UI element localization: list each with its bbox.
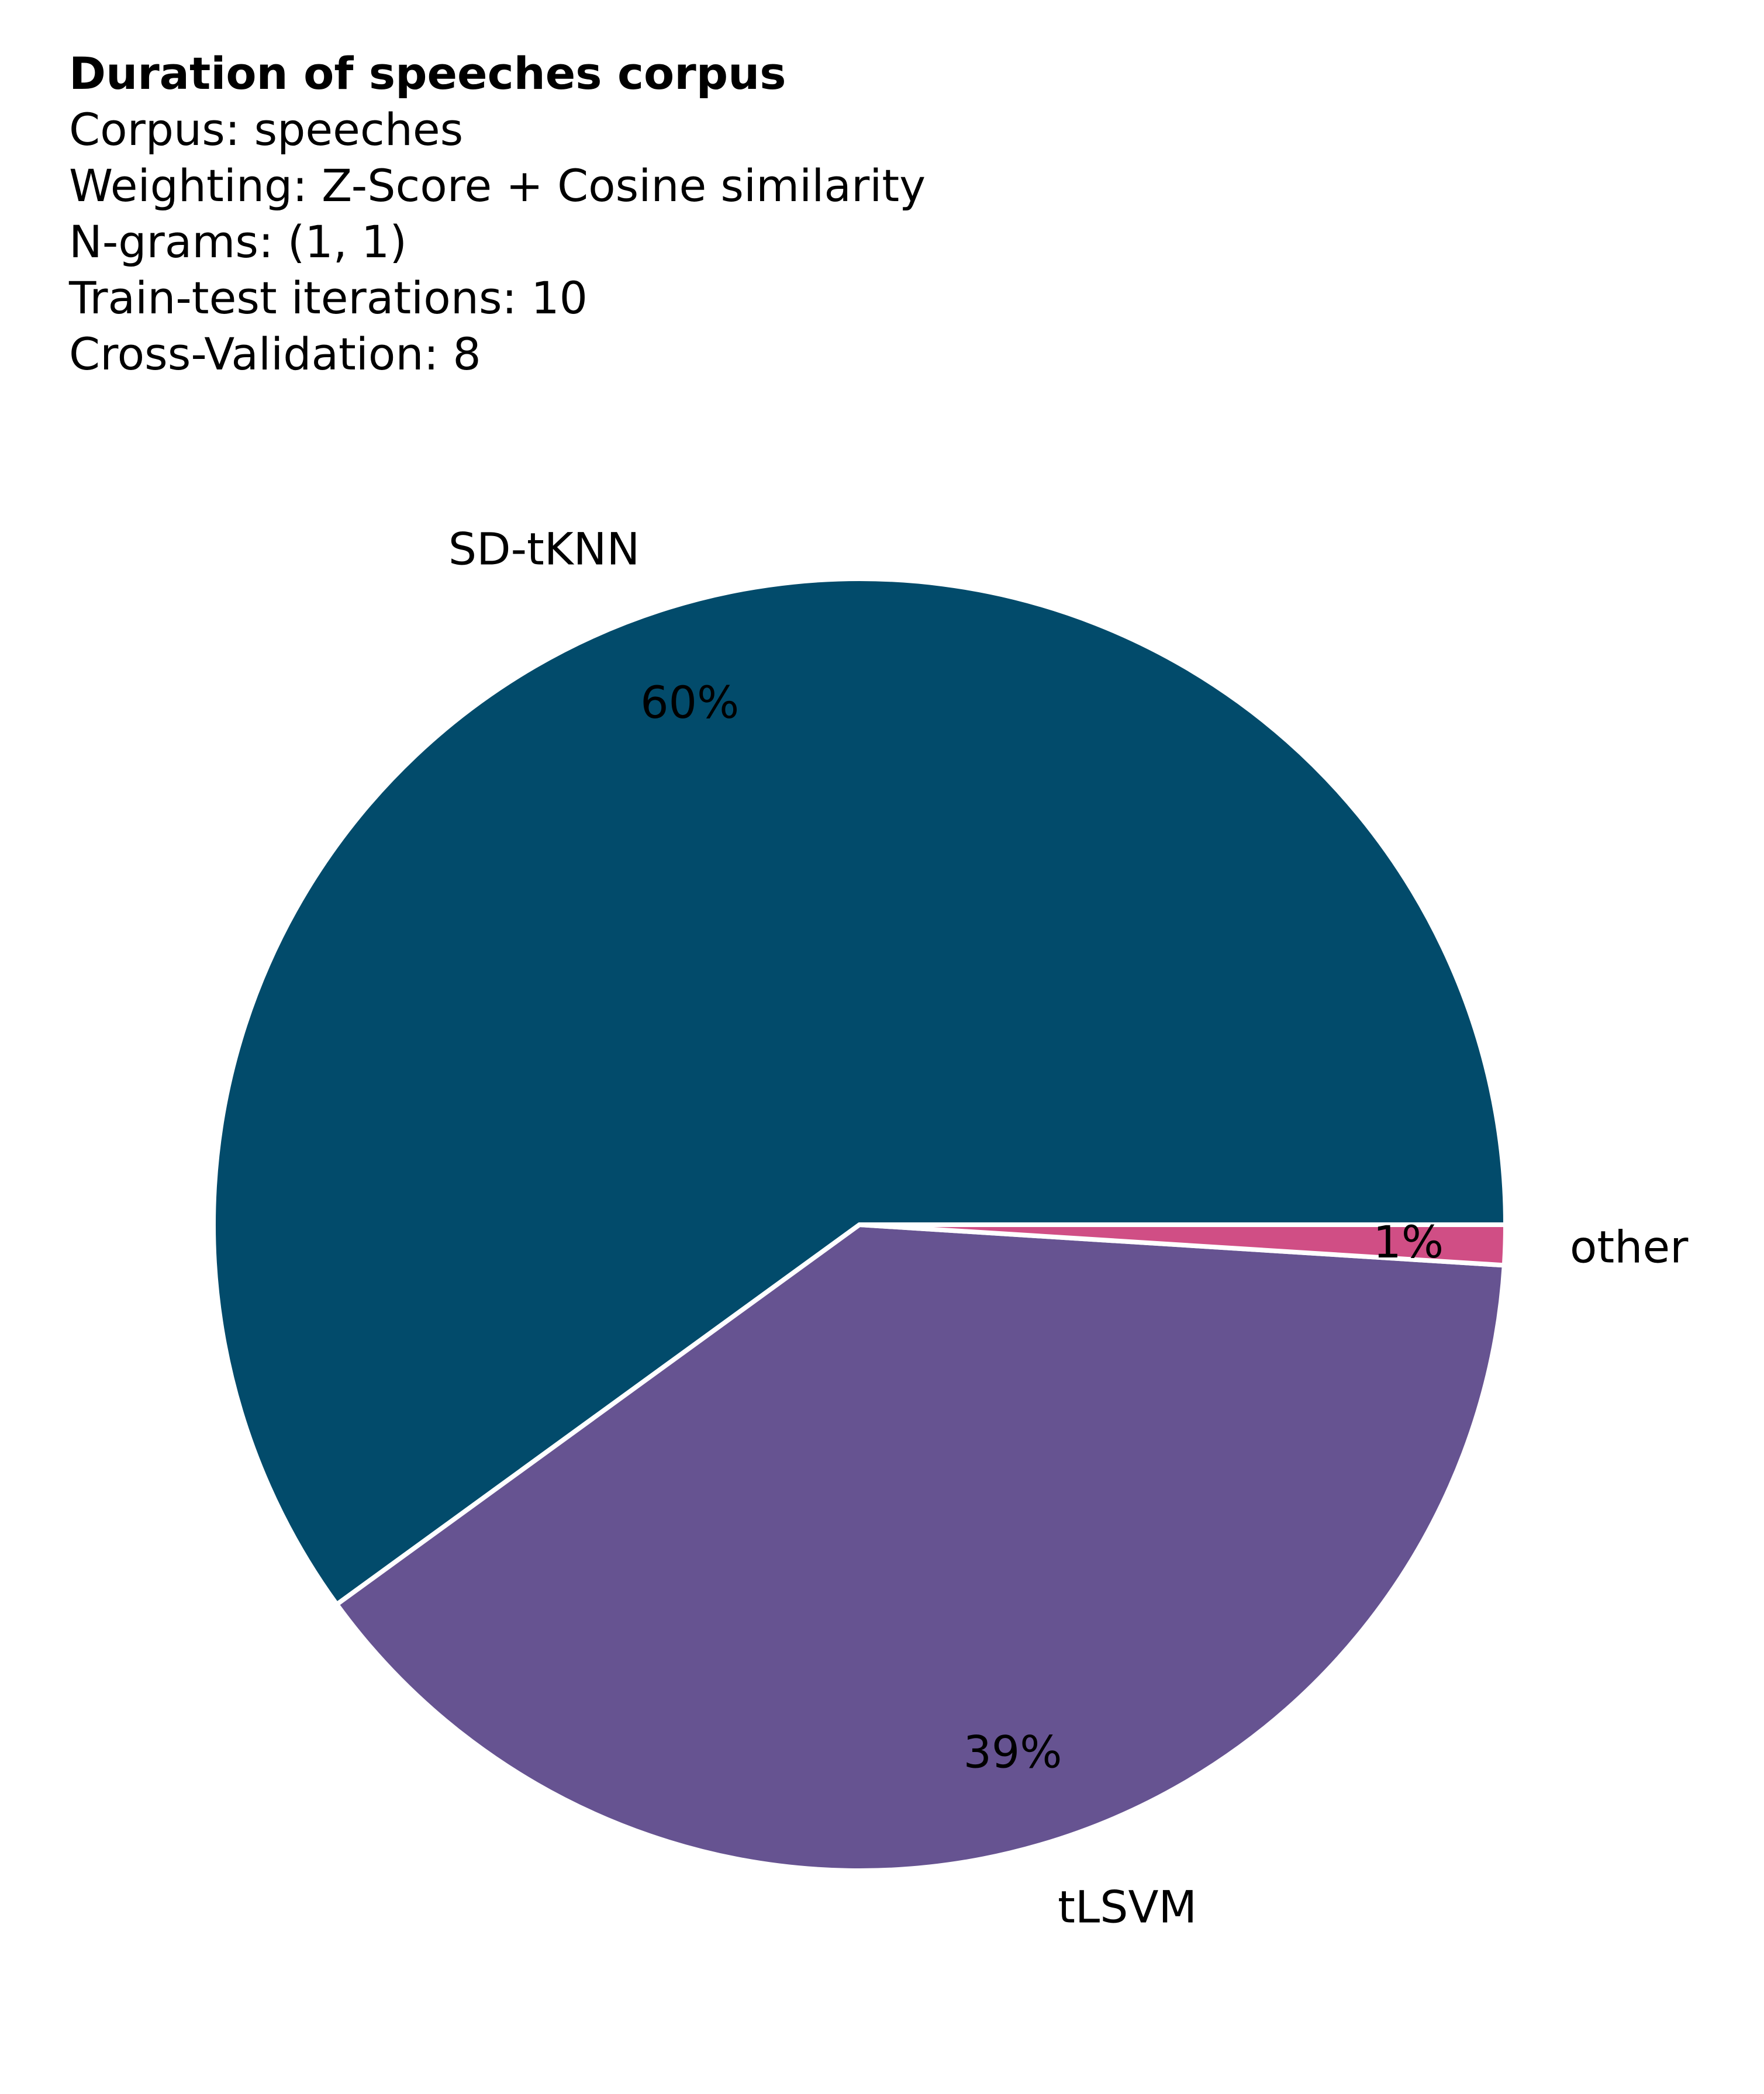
meta-weighting: Weighting: Z-Score + Cosine similarity: [69, 160, 926, 212]
pie-slice-tlsvm: [334, 1222, 1507, 1873]
chart-title: Duration of speeches corpus: [69, 47, 786, 99]
slice-label-tlsvm: tLSVM: [1058, 1881, 1197, 1933]
pie-slice-other: [857, 1222, 1508, 1268]
meta-ngrams: N-grams: (1, 1): [69, 216, 408, 268]
slice-percent-sd-tknn: 60%: [640, 676, 739, 728]
slice-label-sd-tknn: SD-tKNN: [448, 523, 640, 575]
chart-header: Duration of speeches corpus Corpus: spee…: [69, 46, 1589, 382]
meta-corpus: Corpus: speeches: [69, 103, 464, 156]
pie-slice-sd-tknn: [211, 576, 1508, 1607]
slice-percent-tlsvm: 39%: [964, 1726, 1062, 1778]
meta-iterations: Train-test iterations: 10: [69, 272, 588, 324]
meta-cross-validation: Cross-Validation: 8: [69, 328, 481, 380]
slice-label-other: other: [1570, 1221, 1689, 1273]
slice-percent-other: 1%: [1373, 1216, 1444, 1268]
